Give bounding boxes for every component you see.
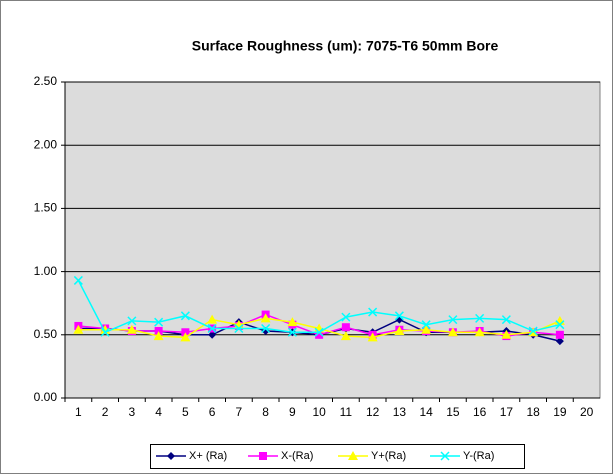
marker	[73, 324, 84, 334]
plot-area	[64, 81, 601, 399]
marker	[555, 320, 565, 330]
x-tick-label: 12	[366, 405, 380, 419]
marker	[181, 328, 190, 337]
marker	[180, 332, 191, 342]
legend-label: Y+(Ra)	[371, 450, 406, 462]
x-tick-label: 1	[75, 405, 82, 419]
y-tick-label: 0.50	[34, 327, 58, 341]
legend-label: Y-(Ra)	[463, 450, 494, 462]
marker	[287, 327, 297, 337]
x-tick-label: 19	[553, 405, 567, 419]
legend-label: X-(Ra)	[281, 450, 313, 462]
marker	[394, 326, 405, 336]
marker	[207, 323, 217, 334]
y-tick-label: 1.50	[34, 201, 58, 215]
y-tick-label: 0.00	[34, 390, 58, 404]
x-tick-label: 6	[209, 405, 216, 419]
x-tick-label: 3	[129, 405, 136, 419]
marker	[501, 329, 512, 339]
marker	[421, 324, 432, 334]
legend-box	[150, 444, 525, 469]
marker	[287, 317, 298, 327]
legend-marker	[348, 451, 358, 460]
marker	[394, 311, 404, 321]
x-tick-label: 8	[262, 405, 269, 419]
marker	[314, 327, 324, 337]
x-tick-label: 10	[312, 405, 326, 419]
marker	[126, 324, 137, 334]
x-tick-label: 18	[526, 405, 540, 419]
marker	[261, 323, 271, 334]
marker	[180, 311, 190, 321]
marker	[555, 337, 564, 346]
marker	[421, 320, 431, 330]
marker	[100, 327, 110, 337]
legend-label: X+ (Ra)	[189, 450, 227, 462]
marker	[474, 327, 485, 337]
x-tick-label: 9	[289, 405, 296, 419]
x-tick-label: 17	[500, 405, 514, 419]
y-tick-label: 1.00	[34, 264, 58, 278]
marker	[368, 307, 378, 317]
x-tick-label: 13	[393, 405, 407, 419]
x-tick-label: 14	[419, 405, 433, 419]
legend-marker	[167, 452, 175, 460]
marker	[555, 330, 564, 339]
x-tick-label: 16	[473, 405, 487, 419]
x-tick-label: 2	[102, 405, 109, 419]
marker	[127, 316, 137, 326]
marker	[341, 312, 351, 322]
x-tick-label: 7	[236, 405, 243, 419]
y-tick-label: 2.00	[34, 137, 58, 151]
legend-marker	[440, 451, 450, 461]
marker	[234, 323, 244, 334]
y-tick-label: 2.50	[34, 74, 58, 88]
marker	[73, 275, 83, 285]
x-tick-label: 15	[446, 405, 460, 419]
x-tick-label: 20	[580, 405, 594, 419]
marker	[475, 313, 485, 323]
marker	[340, 331, 351, 341]
x-tick-label: 5	[182, 405, 189, 419]
x-tick-label: 4	[155, 405, 162, 419]
marker	[447, 327, 458, 337]
marker	[448, 315, 458, 325]
marker	[528, 326, 538, 336]
marker	[153, 331, 164, 341]
legend-marker	[259, 452, 267, 460]
x-tick-label: 11	[340, 405, 353, 419]
marker	[367, 332, 378, 342]
marker	[207, 314, 218, 324]
marker	[260, 313, 271, 323]
chart-title: Surface Roughness (um): 7075-T6 50mm Bor…	[192, 38, 499, 54]
marker	[208, 330, 217, 339]
marker	[315, 330, 324, 339]
marker	[154, 317, 164, 327]
marker	[501, 315, 511, 325]
marker	[154, 327, 163, 336]
marker	[341, 323, 350, 332]
